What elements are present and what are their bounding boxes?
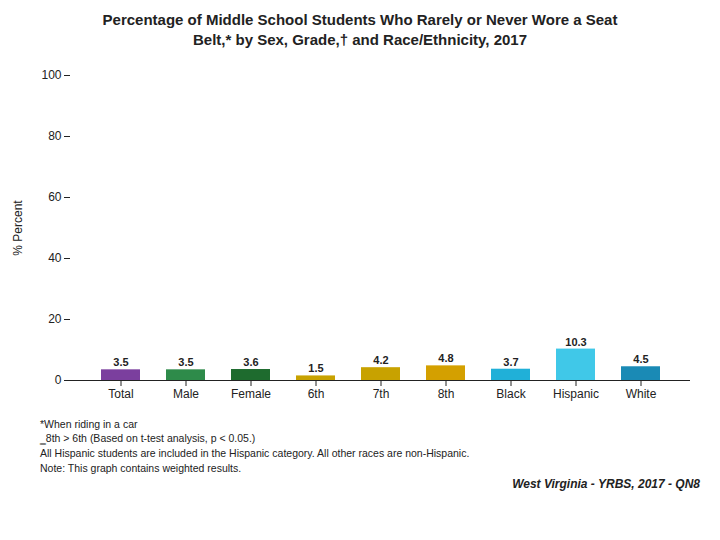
svg-text:6th: 6th — [308, 387, 325, 401]
svg-text:3.6: 3.6 — [243, 356, 258, 368]
svg-text:3.7: 3.7 — [503, 355, 518, 367]
svg-text:3.5: 3.5 — [178, 356, 193, 368]
svg-text:4.2: 4.2 — [373, 354, 388, 366]
svg-text:10.3: 10.3 — [565, 335, 586, 347]
html-text:All Hispanic students are incl: All Hispanic students are included in th… — [40, 446, 470, 459]
svg-text:Hispanic: Hispanic — [553, 387, 599, 401]
svg-text:Female: Female — [231, 387, 271, 401]
html-text:Percentage of Middle School St: Percentage of Middle School Students Who… — [102, 11, 618, 49]
html-text:‗8th > 6th (Based on t-test an: ‗8th > 6th (Based on t-test analysis, p … — [40, 432, 256, 445]
svg-text:White: White — [626, 387, 657, 401]
svg-text:Black: Black — [496, 387, 526, 401]
svg-text:100: 100 — [41, 68, 61, 82]
svg-text:% Percent: % Percent — [11, 199, 25, 255]
svg-text:60: 60 — [48, 190, 62, 204]
svg-text:80: 80 — [48, 129, 62, 143]
svg-text:Total: Total — [108, 387, 133, 401]
svg-text:8th: 8th — [438, 387, 455, 401]
html-text:Note: This graph contains weig: Note: This graph contains weighted resul… — [40, 461, 242, 474]
svg-text:4.5: 4.5 — [633, 353, 648, 365]
svg-text:20: 20 — [48, 312, 62, 326]
html-text:*When riding in a car: *When riding in a car — [40, 417, 138, 430]
html-text:West Virginia - YRBS, 2017 - Q: West Virginia - YRBS, 2017 - QN8 — [512, 477, 700, 492]
svg-text:7th: 7th — [373, 387, 390, 401]
svg-text:40: 40 — [48, 251, 62, 265]
svg-text:3.5: 3.5 — [113, 356, 128, 368]
svg-text:Male: Male — [173, 387, 199, 401]
svg-text:4.8: 4.8 — [438, 352, 453, 364]
svg-text:1.5: 1.5 — [308, 362, 323, 374]
svg-text:0: 0 — [55, 373, 62, 387]
